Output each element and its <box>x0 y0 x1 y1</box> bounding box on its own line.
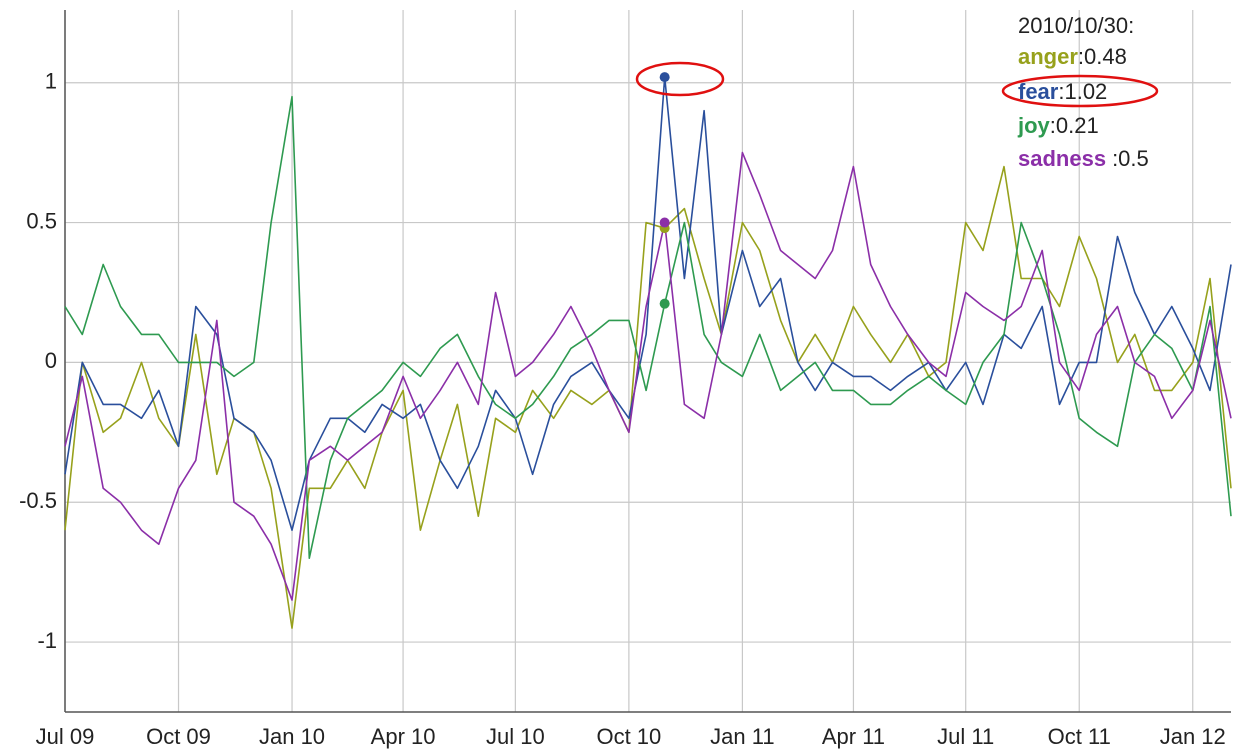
tooltip-value: :0.21 <box>1050 113 1099 138</box>
x-tick-label: Jul 11 <box>937 724 994 749</box>
tooltip-series-name: joy <box>1017 113 1051 138</box>
x-tick-label: Apr 11 <box>822 724 885 749</box>
tooltip-series-name: anger <box>1018 44 1078 69</box>
tooltip-entry: fear:1.02 <box>1018 79 1107 104</box>
series-line <box>64 76 1232 531</box>
hover-marker <box>659 72 670 83</box>
lines <box>64 72 1232 629</box>
y-tick-label: 1 <box>45 69 57 94</box>
x-tick-label: Jul 10 <box>486 724 545 749</box>
series-line <box>64 95 1232 559</box>
highlight-ellipse <box>1001 74 1159 108</box>
tooltip-value: :0.48 <box>1078 44 1127 69</box>
y-tick-label: 0.5 <box>26 208 57 233</box>
x-tick-label: Oct 09 <box>146 724 211 749</box>
y-tick-label: -1 <box>37 628 57 653</box>
tooltip-entry: anger:0.48 <box>1018 44 1127 69</box>
tooltip-series-name: sadness <box>1018 146 1106 171</box>
x-tick-label: Apr 10 <box>371 724 436 749</box>
y-tick-label: -0.5 <box>19 488 57 513</box>
tooltip-series-name: fear <box>1018 79 1059 104</box>
x-tick-label: Oct 10 <box>596 724 661 749</box>
grid <box>64 10 1231 713</box>
tooltip-entry: joy:0.21 <box>1017 113 1099 138</box>
x-tick-label: Jul 09 <box>36 724 95 749</box>
tooltip-entry: sadness:0.5 <box>1018 146 1149 171</box>
x-tick-label: Jan 10 <box>259 724 325 749</box>
hover-marker <box>659 217 670 228</box>
tooltip: 2010/10/30: anger:0.48 fear:1.02 joy:0.21 sa… <box>1017 13 1149 171</box>
y-tick-label: 0 <box>45 348 57 373</box>
tooltip-value: :0.5 <box>1112 146 1149 171</box>
highlight-ellipse <box>635 61 725 97</box>
tooltip-value: :1.02 <box>1058 79 1107 104</box>
x-tick-label: Oct 11 <box>1048 724 1111 749</box>
x-tick-label: Jan 11 <box>710 724 774 749</box>
x-tick-label: Jan 12 <box>1160 724 1226 749</box>
series-line <box>64 165 1232 629</box>
hover-marker <box>659 298 670 309</box>
tooltip-title: 2010/10/30: <box>1018 13 1134 38</box>
tick-labels: -1 -0.5 0 0.5 1 Jul 09 Oct 09 Jan 10 Apr 10 Jul 1… <box>19 69 1226 749</box>
series-line <box>64 151 1232 601</box>
